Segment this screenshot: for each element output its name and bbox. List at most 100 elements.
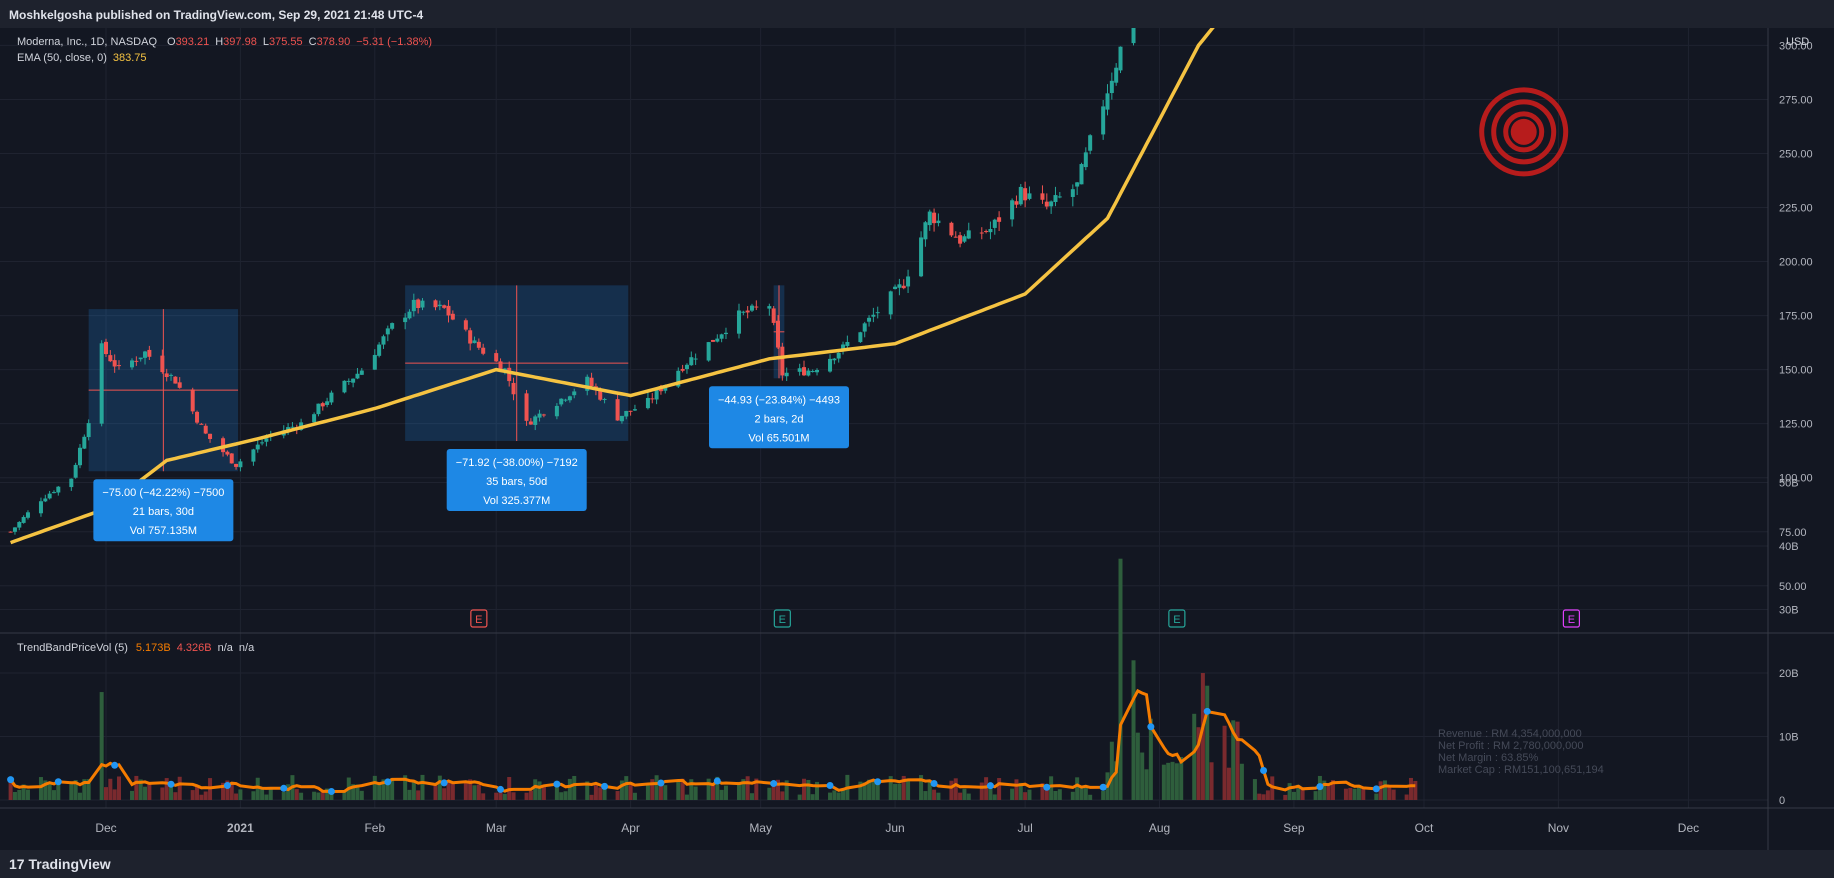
low-label: L: [263, 36, 269, 48]
volume-bar: [268, 788, 273, 800]
earnings-marker[interactable]: E: [1562, 609, 1580, 628]
earnings-marker[interactable]: E: [1168, 609, 1186, 628]
symbol-name: Moderna, Inc., 1D, NASDAQ: [17, 36, 157, 48]
change-value: −5.31 (−1.38%): [356, 36, 432, 48]
volume-bar: [1088, 794, 1093, 800]
candle-body: [225, 451, 230, 455]
candle-body: [810, 370, 815, 372]
candle-body: [190, 389, 195, 412]
volume-bar: [1374, 793, 1379, 800]
volume-bar: [1083, 787, 1088, 800]
candles: [8, 28, 1136, 535]
price-tick-label: 50.00: [1779, 581, 1807, 593]
candle-body: [932, 212, 937, 224]
candle-body: [923, 222, 928, 240]
chart-svg[interactable]: E E E E 50.00 75.00 100.00 125.00 150.00 175.00 2…: [0, 28, 1834, 850]
tradingview-logo[interactable]: 17 TradingView: [9, 856, 111, 872]
candle-body: [958, 235, 963, 244]
candle-body: [290, 426, 295, 428]
volume-bar: [797, 794, 802, 800]
volume-bar: [86, 779, 91, 800]
symbol-legend[interactable]: Moderna, Inc., 1D, NASDAQ O393.21 H397.98 L…: [17, 36, 432, 48]
volume-bar: [619, 780, 624, 800]
volume-bar: [689, 779, 694, 800]
candle-body: [494, 353, 499, 362]
earnings-marker[interactable]: E: [470, 609, 488, 628]
volume-bar: [134, 775, 139, 800]
volume-bar: [1300, 789, 1305, 800]
volume-bar: [559, 792, 564, 800]
volume-bar: [953, 778, 958, 800]
volume-bar: [381, 779, 386, 800]
volume-dot: [440, 779, 448, 787]
volume-bar: [138, 779, 143, 800]
volume-bar: [112, 789, 117, 800]
volume-bar: [316, 792, 321, 800]
volume-bar: [984, 777, 989, 800]
volume-tick-label: 0: [1779, 795, 1785, 807]
volume-bar: [294, 789, 299, 800]
time-tick-label: Aug: [1149, 821, 1170, 835]
candle-body: [897, 284, 902, 288]
volume-bar: [286, 784, 291, 800]
earnings-marker[interactable]: E: [773, 609, 791, 628]
close-label: C: [309, 36, 317, 48]
volume-bar: [927, 781, 932, 800]
volume-bar: [1044, 788, 1049, 800]
volume-dot: [770, 780, 778, 788]
candle-body: [450, 313, 455, 320]
volume-bar: [936, 792, 941, 800]
volume-bar: [810, 794, 815, 800]
volume-bar: [554, 784, 559, 800]
volume-bar: [663, 785, 668, 800]
volume-bar: [1192, 713, 1197, 800]
candle-body: [355, 373, 360, 379]
target-ring: [1503, 111, 1545, 153]
candle-body: [992, 219, 997, 228]
volume-bar: [446, 780, 451, 800]
candle-body: [632, 409, 637, 411]
ema-legend[interactable]: EMA (50, close, 0) 383.75: [17, 52, 147, 64]
volume-bar: [325, 788, 330, 800]
volume-legend-v3: n/a: [218, 642, 234, 654]
target-icon[interactable]: [1479, 87, 1569, 177]
volume-legend[interactable]: TrendBandPriceVol (5) 5.173B 4.326B n/a n/a: [17, 642, 255, 654]
candle-body: [1101, 106, 1106, 135]
volume-bar: [754, 778, 759, 800]
candle-body: [693, 358, 698, 360]
volume-bar: [238, 789, 243, 800]
measure-label-line1: −71.92 (−38.00%) −7192: [456, 457, 578, 469]
candle-body: [507, 367, 512, 382]
candle-body: [979, 232, 984, 234]
volume-axis[interactable]: 0 10B 20B 30B 40B 50B: [1779, 478, 1799, 808]
candle-body: [1018, 186, 1023, 205]
time-axis[interactable]: Dec 2021 Feb Mar Apr May Jun Jul Aug Sep Oct Nov Dec: [95, 821, 1699, 835]
volume-bar: [1283, 794, 1288, 800]
volume-bar: [624, 776, 629, 800]
high-value: 397.98: [223, 36, 257, 48]
candle-body: [73, 464, 78, 478]
earnings-marker-frame: [470, 609, 488, 628]
price-axis[interactable]: 50.00 75.00 100.00 125.00 150.00 175.00 200.00…: [1779, 28, 1813, 593]
currency-label: USD: [1786, 36, 1809, 48]
volume-bar: [771, 781, 776, 800]
measure-tools[interactable]: [88, 285, 785, 472]
volume-bar: [251, 791, 256, 800]
volume-trend-line: [9, 688, 1416, 794]
volume-bar: [1057, 789, 1062, 800]
candle-body: [966, 230, 971, 239]
open-label: O: [167, 36, 176, 48]
volume-bar: [225, 780, 230, 800]
volume-dot: [1372, 785, 1380, 793]
candle-body: [1070, 189, 1075, 197]
volume-dot: [1316, 783, 1324, 791]
volume-bar: [593, 785, 598, 800]
measure-label-line2: 35 bars, 50d: [486, 476, 547, 488]
volume-bar: [815, 781, 820, 800]
volume-bar: [312, 791, 317, 800]
candle-body: [684, 364, 689, 370]
volume-bar: [1352, 788, 1357, 800]
volume-bar: [1252, 779, 1257, 800]
candle-body: [736, 310, 741, 334]
